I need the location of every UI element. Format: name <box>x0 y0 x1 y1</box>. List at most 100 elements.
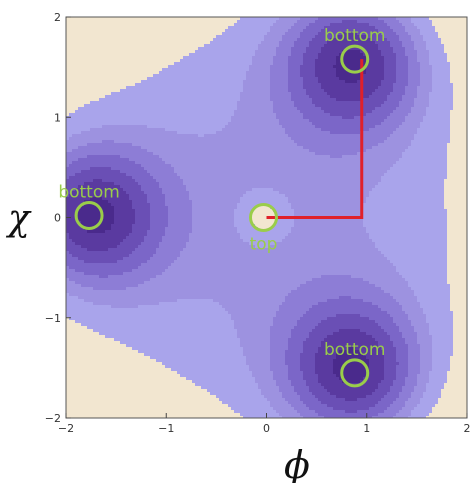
contour-cell <box>120 338 124 342</box>
contour-cell <box>108 389 112 393</box>
contour-cell <box>135 32 139 36</box>
contour-cell <box>141 125 145 129</box>
contour-cell <box>141 80 145 84</box>
contour-cell <box>168 128 172 132</box>
contour-cell <box>69 365 73 369</box>
contour-cell <box>135 227 139 231</box>
contour-cell <box>132 83 136 87</box>
contour-cell <box>72 20 76 24</box>
contour-cell <box>108 35 112 39</box>
contour-cell <box>69 146 73 150</box>
contour-cell <box>162 167 166 171</box>
contour-cell <box>123 125 127 129</box>
contour-cell <box>96 386 100 390</box>
contour-cell <box>177 68 181 72</box>
contour-cell <box>111 317 115 321</box>
contour-cell <box>78 20 82 24</box>
contour-cell <box>165 257 169 261</box>
contour-cell <box>156 140 160 144</box>
contour-cell <box>129 17 133 21</box>
contour-cell <box>108 197 112 201</box>
contour-cell <box>87 347 91 351</box>
contour-cell <box>78 359 82 363</box>
contour-cell <box>159 122 163 126</box>
contour-cell <box>132 299 136 303</box>
contour-cell <box>132 146 136 150</box>
contour-cell <box>84 353 88 357</box>
contour-cell <box>102 116 106 120</box>
contour-cell <box>153 113 157 117</box>
contour-cell <box>126 164 130 168</box>
contour-cell <box>126 173 130 177</box>
contour-cell <box>141 401 145 405</box>
contour-cell <box>123 98 127 102</box>
contour-cell <box>96 413 100 417</box>
contour-cell <box>114 194 118 198</box>
contour-cell <box>162 104 166 108</box>
contour-cell <box>111 311 115 315</box>
contour-cell <box>156 263 160 267</box>
contour-cell <box>102 161 106 165</box>
contour-cell <box>78 185 82 189</box>
contour-cell <box>165 47 169 51</box>
contour-cell <box>162 368 166 372</box>
contour-cell <box>150 206 154 210</box>
contour-cell <box>141 20 145 24</box>
contour-cell <box>114 164 118 168</box>
contour-cell <box>81 149 85 153</box>
contour-cell <box>150 125 154 129</box>
contour-cell <box>99 404 103 408</box>
contour-cell <box>129 158 133 162</box>
contour-cell <box>177 98 181 102</box>
contour-cell <box>135 386 139 390</box>
contour-cell <box>162 359 166 363</box>
contour-cell <box>165 374 169 378</box>
contour-cell <box>99 23 103 27</box>
contour-cell <box>114 368 118 372</box>
contour-cell <box>144 329 148 333</box>
contour-cell <box>129 164 133 168</box>
contour-cell <box>108 185 112 189</box>
contour-cell <box>150 53 154 57</box>
contour-cell <box>117 290 121 294</box>
contour-cell <box>120 299 124 303</box>
contour-cell <box>153 305 157 309</box>
contour-cell <box>105 269 109 273</box>
contour-cell <box>108 284 112 288</box>
contour-cell <box>138 185 142 189</box>
contour-cell <box>129 263 133 267</box>
contour-cell <box>117 173 121 177</box>
contour-cell <box>81 302 85 306</box>
contour-cell <box>111 176 115 180</box>
contour-cell <box>75 335 79 339</box>
contour-cell <box>90 404 94 408</box>
contour-cell <box>87 149 91 153</box>
contour-cell <box>135 77 139 81</box>
contour-cell <box>129 194 133 198</box>
contour-cell <box>126 134 130 138</box>
contour-cell <box>144 149 148 153</box>
contour-cell <box>123 59 127 63</box>
contour-cell <box>162 248 166 252</box>
contour-cell <box>168 245 172 249</box>
contour-cell <box>165 278 169 282</box>
contour-cell <box>111 383 115 387</box>
contour-cell <box>144 56 148 60</box>
contour-cell <box>168 362 172 366</box>
contour-cell <box>105 170 109 174</box>
contour-cell <box>159 50 163 54</box>
contour-cell <box>132 185 136 189</box>
contour-cell <box>117 356 121 360</box>
contour-cell <box>135 143 139 147</box>
contour-cell <box>66 119 70 123</box>
contour-cell <box>162 212 166 216</box>
contour-cell <box>168 101 172 105</box>
contour-cell <box>120 104 124 108</box>
contour-cell <box>174 92 178 96</box>
contour-cell <box>174 26 178 30</box>
contour-cell <box>93 140 97 144</box>
contour-cell <box>120 404 124 408</box>
contour-cell <box>150 269 154 273</box>
contour-cell <box>159 89 163 93</box>
contour-cell <box>102 119 106 123</box>
